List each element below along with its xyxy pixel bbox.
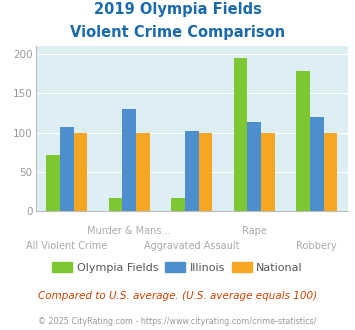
Text: © 2025 CityRating.com - https://www.cityrating.com/crime-statistics/: © 2025 CityRating.com - https://www.city… (38, 317, 317, 326)
Text: Robbery: Robbery (296, 241, 337, 251)
Text: Compared to U.S. average. (U.S. average equals 100): Compared to U.S. average. (U.S. average … (38, 291, 317, 301)
Bar (136, 133, 150, 211)
Bar (46, 155, 60, 211)
Bar (109, 198, 122, 211)
Bar (247, 122, 261, 211)
Bar (323, 133, 337, 211)
Legend: Olympia Fields, Illinois, National: Olympia Fields, Illinois, National (48, 258, 307, 277)
Text: Rape: Rape (242, 226, 267, 236)
Text: Aggravated Assault: Aggravated Assault (144, 241, 240, 251)
Text: All Violent Crime: All Violent Crime (26, 241, 107, 251)
Text: Murder & Mans...: Murder & Mans... (87, 226, 171, 236)
Bar (60, 127, 73, 211)
Text: 2019 Olympia Fields: 2019 Olympia Fields (94, 2, 261, 16)
Bar (296, 71, 310, 211)
Bar (310, 117, 323, 211)
Bar (185, 131, 198, 211)
Bar (171, 198, 185, 211)
Bar (198, 133, 212, 211)
Bar (73, 133, 87, 211)
Bar (122, 109, 136, 211)
Bar (234, 58, 247, 211)
Text: Violent Crime Comparison: Violent Crime Comparison (70, 25, 285, 40)
Bar (261, 133, 275, 211)
